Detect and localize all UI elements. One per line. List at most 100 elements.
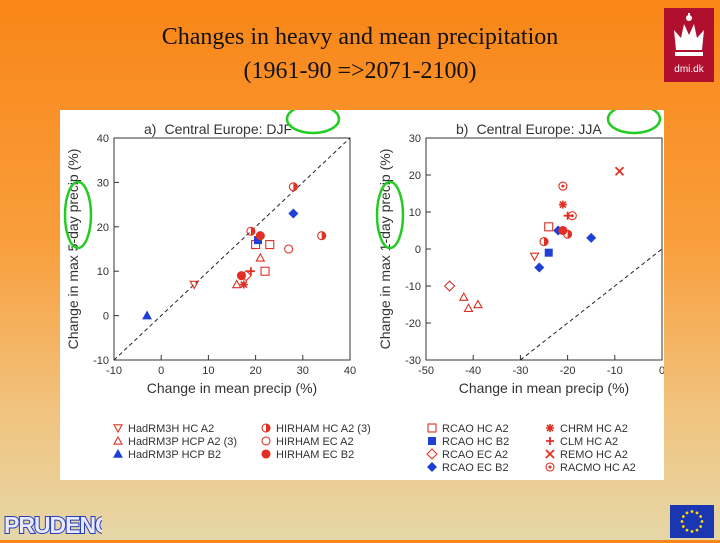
legend-marker xyxy=(428,437,436,445)
legend-label: HIRHAM EC B2 xyxy=(276,449,354,461)
data-point xyxy=(443,280,456,292)
y-tick-label: 10 xyxy=(97,266,109,278)
y-tick-label: 30 xyxy=(409,133,421,145)
data-point xyxy=(189,280,200,290)
x-tick-label: -40 xyxy=(465,365,481,377)
y-tick-label: -10 xyxy=(93,355,109,367)
eu-star xyxy=(680,520,684,523)
eu-star xyxy=(700,520,704,523)
legend-marker xyxy=(426,448,438,460)
x-tick-label: 40 xyxy=(344,365,356,377)
data-point xyxy=(586,232,597,243)
title-line-1: Changes in heavy and mean precipitation xyxy=(161,24,559,50)
data-point xyxy=(260,266,270,276)
legend-entry: RCAO EC A2 xyxy=(426,448,508,461)
data-point xyxy=(255,231,265,241)
data-point xyxy=(463,303,474,312)
y-tick-label: 0 xyxy=(103,311,109,323)
legend-entry: RCAO HC A2 xyxy=(427,423,509,435)
panel-title-text: Central Europe: DJF xyxy=(164,121,292,137)
y-tick-label: -30 xyxy=(405,355,421,367)
data-point xyxy=(142,310,152,320)
slide-title: Changes in heavy and mean precipitation … xyxy=(60,20,660,88)
x-axis-label: Change in mean precip (%) xyxy=(459,380,629,396)
legend-marker xyxy=(545,449,555,459)
y-tick-label: 40 xyxy=(97,133,109,145)
data-point xyxy=(558,181,568,191)
legend-marker xyxy=(261,423,271,433)
highlight-ring xyxy=(285,110,341,135)
legend-marker xyxy=(261,449,271,459)
prudence-logo: PRUDENCE xyxy=(2,510,128,539)
legend-marker xyxy=(113,448,123,458)
legend-entry: HIRHAM EC B2 xyxy=(261,449,354,461)
legend-label: RCAO EC A2 xyxy=(442,449,508,461)
legend-label: HIRHAM HC A2 (3) xyxy=(276,423,371,435)
eu-star xyxy=(681,525,685,528)
legend-entry: HIRHAM HC A2 (3) xyxy=(261,423,371,435)
eu-star xyxy=(695,528,699,532)
eu-star xyxy=(681,515,685,518)
data-point xyxy=(246,267,255,276)
plot-frame xyxy=(113,137,351,361)
data-point xyxy=(458,291,469,301)
x-tick-label: -20 xyxy=(560,365,576,377)
legend-marker xyxy=(427,462,437,472)
x-tick-label: 10 xyxy=(202,365,214,377)
x-tick-label: 0 xyxy=(659,365,664,377)
data-point xyxy=(253,236,262,245)
data-point xyxy=(534,262,545,273)
legend-marker xyxy=(427,423,437,433)
data-point xyxy=(240,269,252,282)
y-tick-label: 30 xyxy=(97,177,109,189)
eu-star xyxy=(695,511,699,515)
legend-label: CLM HC A2 xyxy=(560,436,618,448)
data-point xyxy=(563,229,573,239)
title-line-2: (1961-90 =>2071-2100) xyxy=(243,58,477,84)
legend-label: RCAO EC B2 xyxy=(442,462,509,474)
logo-text: dmi.dk xyxy=(674,64,704,75)
panel-label: a) xyxy=(144,121,156,137)
data-point xyxy=(288,182,298,192)
eu-star xyxy=(699,525,703,528)
legend-label: HadRM3H HC A2 xyxy=(128,423,214,435)
data-point xyxy=(239,280,248,289)
x-axis-label: Change in mean precip (%) xyxy=(147,380,317,396)
data-point xyxy=(544,248,553,257)
figure-panel: -10 0 10 20 30 40 -10 0 10 20 30 40 a) Central Europe… xyxy=(60,110,664,480)
y-tick-label: 20 xyxy=(409,170,421,182)
scatter-charts: -10 0 10 20 30 40 -10 0 10 20 30 40 a) Central Europe… xyxy=(63,110,664,474)
eu-star xyxy=(690,510,694,513)
legend-entry: RACMO HC A2 xyxy=(545,462,636,474)
legend-entry: HadRM3P HCP A2 (3) xyxy=(113,435,237,448)
highlight-ring xyxy=(375,180,405,250)
legend-entry: CHRM HC A2 xyxy=(546,423,628,435)
legend-entry: HadRM3P HCP B2 xyxy=(113,448,221,461)
y-axis-label: Change in max 1-day precip (%) xyxy=(377,149,393,350)
one-to-one-line xyxy=(114,138,350,360)
data-point xyxy=(255,252,266,262)
legend-label: RACMO HC A2 xyxy=(560,462,636,474)
highlight-ring xyxy=(63,180,93,250)
y-axis-label: Change in max 5-day precip (%) xyxy=(65,149,81,350)
eu-star xyxy=(685,528,689,532)
data-point xyxy=(317,231,327,241)
legend-label: HadRM3P HCP B2 xyxy=(128,449,221,461)
legend-entry: RCAO HC B2 xyxy=(428,436,509,448)
data-point xyxy=(567,211,577,221)
legend-label: HIRHAM EC A2 xyxy=(276,436,354,448)
legend-entry: HIRHAM EC A2 xyxy=(261,436,354,448)
one-to-one-line xyxy=(520,248,662,360)
eu-star xyxy=(685,511,689,515)
legend-label: HadRM3P HCP A2 (3) xyxy=(128,436,237,448)
legend-label: REMO HC A2 xyxy=(560,449,628,461)
y-tick-label: 20 xyxy=(97,222,109,234)
data-point xyxy=(246,226,256,236)
data-point xyxy=(558,200,567,209)
data-point xyxy=(472,299,483,309)
data-point xyxy=(265,240,275,250)
legend-marker xyxy=(545,462,555,472)
data-point xyxy=(231,279,242,289)
legend-label: CHRM HC A2 xyxy=(560,423,628,435)
data-point xyxy=(288,208,299,219)
